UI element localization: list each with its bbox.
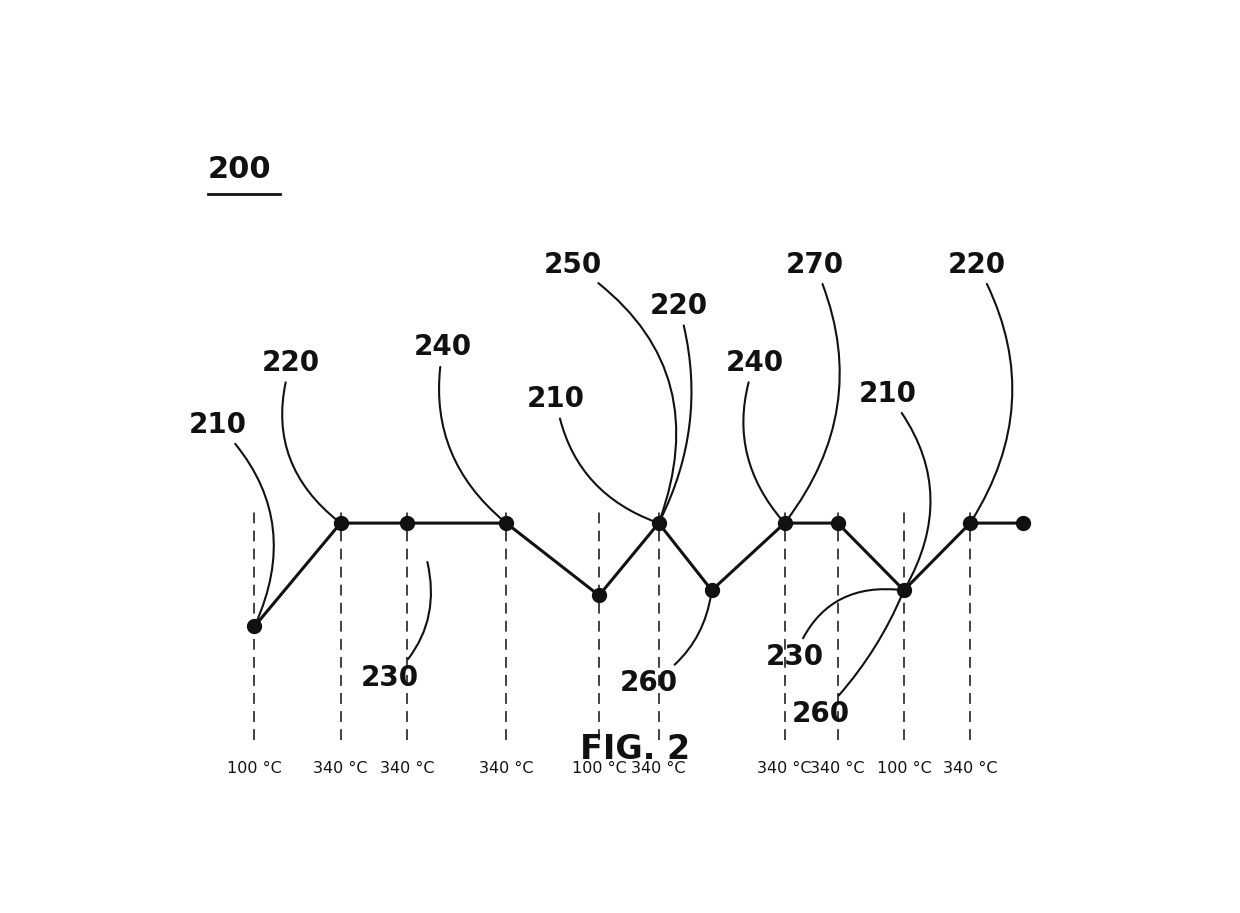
Text: 200: 200 [208,155,272,184]
Text: 260: 260 [792,593,903,729]
Point [331,516,351,530]
Point [702,583,722,598]
Text: 340 °C: 340 °C [811,761,864,776]
Text: 100 °C: 100 °C [572,761,626,776]
Text: 340 °C: 340 °C [479,761,533,776]
Point [244,619,264,634]
Text: 220: 220 [262,349,339,521]
Point [894,583,914,598]
Text: 240: 240 [725,349,784,521]
Text: 220: 220 [650,292,708,520]
Text: 260: 260 [620,593,712,698]
Text: 210: 210 [527,385,656,522]
Text: 230: 230 [765,589,901,671]
Point [828,516,848,530]
Text: 340 °C: 340 °C [942,761,997,776]
Text: 240: 240 [414,333,505,521]
Text: FIG. 2: FIG. 2 [580,733,691,766]
Text: 220: 220 [947,251,1012,520]
Text: 340 °C: 340 °C [314,761,368,776]
Text: 210: 210 [188,411,274,624]
Point [397,516,417,530]
Text: 230: 230 [361,562,432,692]
Text: 270: 270 [785,251,843,521]
Point [775,516,795,530]
Point [589,588,609,603]
Point [960,516,980,530]
Point [496,516,516,530]
Text: 340 °C: 340 °C [758,761,812,776]
Text: 250: 250 [543,251,676,520]
Text: 210: 210 [858,380,930,588]
Point [649,516,668,530]
Text: 340 °C: 340 °C [379,761,434,776]
Text: 340 °C: 340 °C [631,761,686,776]
Point [1013,516,1033,530]
Text: 100 °C: 100 °C [877,761,931,776]
Text: 100 °C: 100 °C [227,761,281,776]
